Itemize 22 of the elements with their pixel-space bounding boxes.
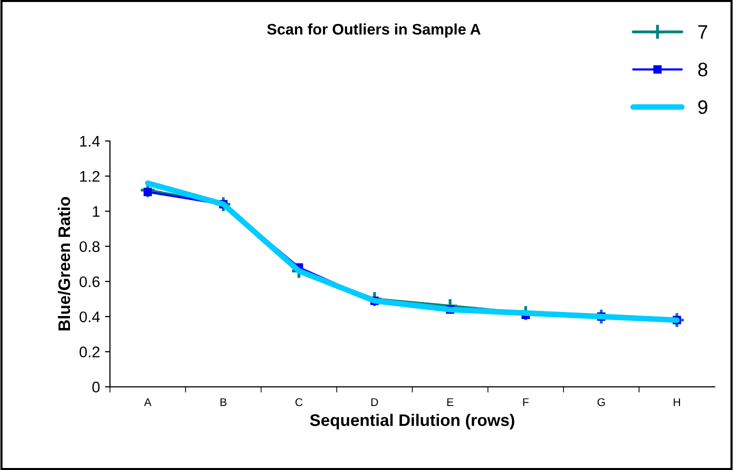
- y-tick-label: 0: [92, 382, 100, 392]
- x-tick-label: E: [447, 398, 454, 406]
- x-tick-label: B: [220, 398, 226, 406]
- y-tick-label: 0.8: [80, 241, 100, 252]
- y-tick-label: 0.2: [80, 346, 100, 358]
- y-axis-title: Blue/Green Ratio: [58, 196, 70, 330]
- legend-label: 9: [698, 100, 708, 114]
- x-tick-label: A: [144, 398, 152, 406]
- y-tick-label: 0.4: [80, 311, 100, 322]
- x-tick-label: H: [674, 398, 680, 406]
- x-tick-label: D: [371, 398, 378, 406]
- x-axis-title: Sequential Dilution (rows): [310, 414, 514, 430]
- y-tick-label: 1.4: [80, 136, 100, 147]
- y-tick-label: 1.2: [80, 170, 100, 182]
- x-tick-label: F: [523, 398, 529, 406]
- legend-label: 7: [698, 25, 708, 39]
- y-tick-label: 1: [92, 206, 100, 217]
- legend-label: 8: [698, 62, 708, 76]
- x-tick-label: C: [295, 398, 303, 406]
- x-tick-label: G: [598, 398, 605, 406]
- y-tick-label: 0.6: [80, 276, 100, 288]
- chart-title: Scan for Outliers in Sample A: [267, 23, 481, 38]
